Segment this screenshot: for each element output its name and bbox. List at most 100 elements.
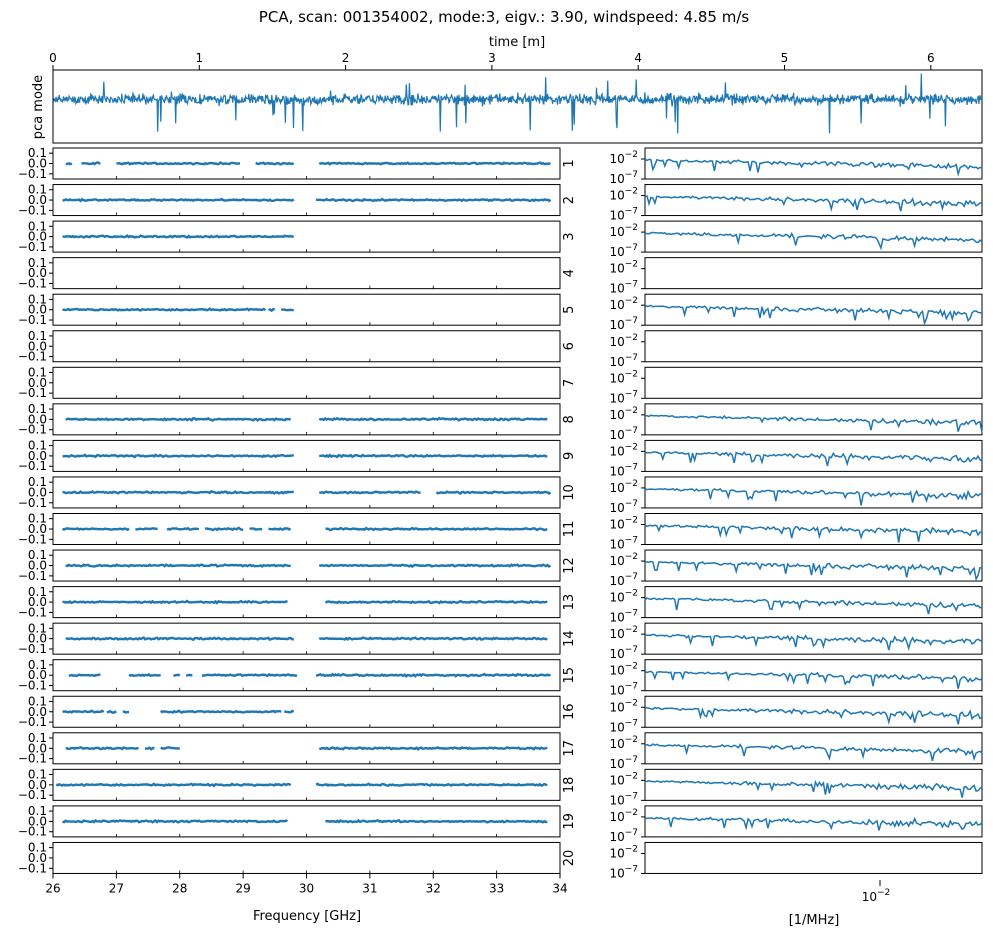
spectrum-segment	[62, 234, 294, 239]
spectrum-y-tick-label: 0.1	[28, 841, 47, 855]
psd-y-tick-label: 10−7	[609, 462, 638, 478]
channel-label: 17	[562, 740, 577, 757]
spectrum-segment	[435, 490, 552, 496]
channel-spectrum-panel: 0.10.0−0.1 10	[18, 475, 577, 510]
spectrum-frame	[52, 257, 561, 290]
spectrum-segment	[135, 527, 158, 531]
spectrum-y-tick-label: 0.1	[28, 804, 47, 818]
channel-spectra-panels: 0.10.0−0.110.10.0−0.120.10.0−0.130.10.0−…	[18, 146, 577, 875]
spectrum-segment	[315, 782, 548, 788]
spectrum-segment	[315, 672, 552, 678]
psd-frame	[644, 293, 983, 326]
spectrum-y-tick-label: 0.1	[28, 768, 47, 782]
spectrum-y-tick-label: −0.1	[18, 605, 47, 619]
frequency-tick-label: 29	[235, 881, 250, 895]
channel-psd-panel: 10−2 10−7	[609, 220, 983, 259]
channel-spectrum-panel: 0.10.0−0.1 1	[18, 146, 577, 181]
channel-label: 1	[562, 159, 577, 167]
time-tick-label: 1	[195, 51, 203, 65]
spectrum-segment	[173, 673, 181, 677]
psd-y-tick-label: 10−7	[609, 316, 638, 332]
spectrum-frame	[52, 330, 561, 363]
psd-line	[644, 524, 983, 543]
spectrum-segment	[283, 709, 295, 714]
spectrum-y-tick-label: 0.1	[28, 439, 47, 453]
psd-frame	[644, 147, 983, 180]
spectrum-segment	[324, 819, 548, 824]
channel-label: 18	[562, 777, 577, 794]
spectrum-y-tick-label: 0.0	[28, 632, 47, 646]
spectrum-segment	[81, 161, 101, 166]
spectrum-segment	[65, 416, 292, 422]
spectrum-y-tick-label: 0.0	[28, 559, 47, 573]
spectrum-segment	[318, 416, 548, 422]
psd-frame	[644, 184, 983, 217]
channel-label: 7	[562, 379, 577, 387]
psd-line	[644, 451, 983, 467]
spectrum-segment	[277, 673, 298, 677]
channel-label: 11	[562, 521, 577, 538]
channel-psd-panel: 10−2 10−7	[609, 768, 983, 807]
spectrum-y-tick-label: 0.0	[28, 851, 47, 865]
psd-y-tick-label: 10−2	[609, 150, 638, 166]
figure-title: PCA, scan: 001354002, mode:3, eigv.: 3.9…	[259, 8, 750, 26]
psd-y-tick-label: 10−2	[609, 187, 638, 203]
spectrum-segment	[201, 672, 279, 678]
channel-spectrum-panel: 0.10.0−0.1 12	[18, 548, 577, 583]
spectrum-y-tick-label: 0.1	[28, 183, 47, 197]
channel-spectrum-panel: 0.10.0−0.1 13	[18, 585, 577, 620]
psd-y-tick-label: 10−2	[609, 808, 638, 824]
spectrum-y-tick-label: 0.0	[28, 303, 47, 317]
spectrum-y-tick-label: −0.1	[18, 313, 47, 327]
spectrum-segment	[65, 746, 139, 751]
spectrum-frame	[52, 841, 561, 874]
channel-psd-panel: 10−2 10−7	[609, 330, 983, 369]
spectrum-segment	[318, 636, 548, 641]
psd-line	[644, 597, 983, 615]
channel-psd-panel: 10−2 10−7	[609, 293, 983, 332]
spectrum-segment	[62, 490, 294, 495]
spectrum-y-tick-label: 0.1	[28, 219, 47, 233]
spectrum-y-tick-label: −0.1	[18, 423, 47, 437]
spectrum-segment	[325, 526, 548, 532]
channel-spectrum-panel: 0.10.0−0.1 4	[18, 256, 577, 291]
channel-psd-panel: 10−2 10−7	[609, 549, 983, 588]
psd-line	[644, 231, 983, 251]
channel-psd-panel: 10−2 10−7	[609, 476, 983, 515]
psd-y-tick-label: 10−2	[609, 516, 638, 532]
psd-y-tick-label: 10−7	[609, 536, 638, 552]
psd-line	[644, 633, 983, 651]
spectrum-segment	[65, 636, 294, 642]
time-series-line	[52, 73, 983, 134]
channel-psd-panel: 10−2 10−7	[609, 184, 983, 223]
spectrum-y-tick-label: 0.0	[28, 339, 47, 353]
psd-y-tick-label: 10−2	[609, 662, 638, 678]
psd-y-tick-label: 10−2	[609, 844, 638, 860]
frequency-axis-label: Frequency [GHz]	[253, 909, 361, 924]
spectrum-segment	[159, 709, 282, 714]
time-tick-label: 3	[488, 51, 496, 65]
spectrum-y-tick-label: −0.1	[18, 276, 47, 290]
spectrum-frame	[52, 366, 561, 399]
spectrum-y-tick-label: 0.1	[28, 658, 47, 672]
channel-psd-panels: 10−210−710−210−710−210−710−210−710−210−7…	[609, 147, 983, 880]
psd-line	[644, 816, 983, 831]
spectrum-y-tick-label: 0.0	[28, 230, 47, 244]
spectrum-y-tick-label: −0.1	[18, 386, 47, 400]
psd-axis-label: [1/MHz]	[789, 913, 840, 928]
time-tick-label: 2	[342, 51, 350, 65]
spectrum-y-tick-label: 0.0	[28, 814, 47, 828]
psd-line	[644, 706, 983, 725]
channel-spectrum-panel: 0.10.0−0.1 5	[18, 292, 577, 327]
psd-y-tick-label: 10−7	[609, 426, 638, 442]
channel-label: 12	[562, 557, 577, 574]
psd-frame	[644, 768, 983, 801]
channel-label: 5	[562, 306, 577, 314]
channel-label: 14	[562, 630, 577, 647]
psd-y-tick-label: 10−7	[609, 243, 638, 259]
channel-psd-panel: 10−2 10−7	[609, 439, 983, 478]
spectrum-y-tick-label: −0.1	[18, 642, 47, 656]
channel-psd-panel: 10−2 10−7	[609, 841, 983, 880]
psd-y-tick-label: 10−7	[609, 353, 638, 369]
